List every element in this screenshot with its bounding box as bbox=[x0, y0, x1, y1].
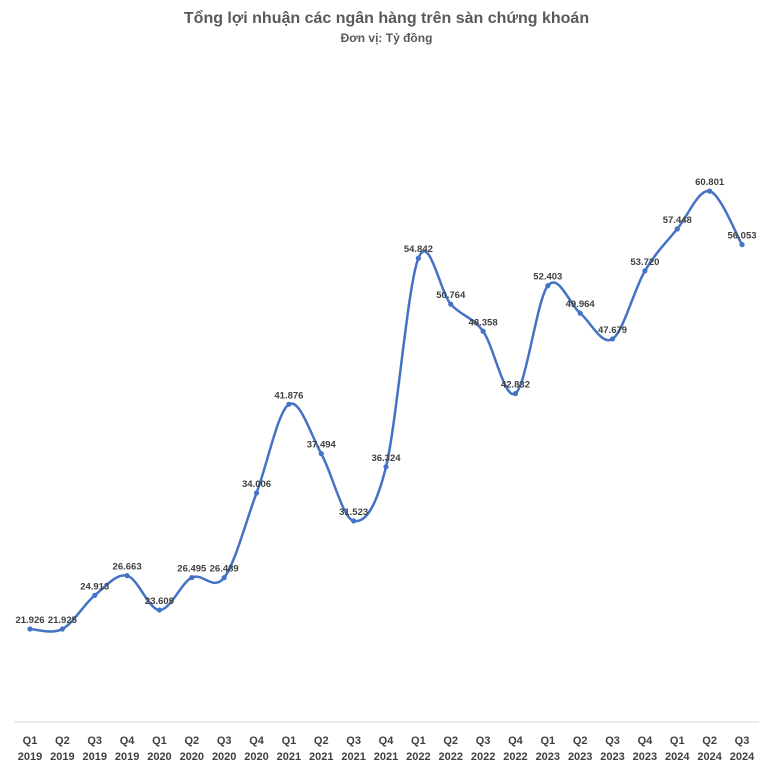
x-tick-label-year-1: 2019 bbox=[18, 751, 42, 763]
x-tick-label-quarter-11: Q3 bbox=[346, 735, 361, 747]
x-tick-label-year-6: 2020 bbox=[180, 751, 204, 763]
x-tick-label-year-3: 2019 bbox=[82, 751, 106, 763]
data-point-19 bbox=[609, 336, 616, 342]
data-point-8 bbox=[253, 490, 260, 496]
x-tick-label-quarter-13: Q1 bbox=[411, 735, 426, 747]
data-point-9 bbox=[286, 401, 292, 407]
x-tick-label-quarter-5: Q1 bbox=[152, 735, 167, 747]
x-tick-label-year-9: 2021 bbox=[277, 751, 301, 763]
x-tick-label-quarter-1: Q1 bbox=[23, 735, 38, 747]
data-label-8: 34.006 bbox=[242, 479, 271, 490]
x-tick-label-year-2: 2019 bbox=[50, 751, 74, 763]
x-tick-label-quarter-16: Q4 bbox=[508, 735, 524, 747]
x-tick-label-quarter-20: Q4 bbox=[638, 735, 654, 747]
data-point-6 bbox=[189, 574, 195, 581]
x-tick-label-year-4: 2019 bbox=[115, 751, 139, 763]
x-tick-label-year-17: 2023 bbox=[536, 751, 560, 763]
x-tick-label-year-5: 2020 bbox=[147, 751, 171, 763]
data-label-22: 60.801 bbox=[695, 177, 725, 188]
data-label-11: 31.523 bbox=[339, 507, 368, 518]
data-point-13 bbox=[415, 255, 421, 261]
data-point-23 bbox=[739, 242, 745, 248]
x-tick-label-year-12: 2021 bbox=[374, 751, 398, 763]
data-point-18 bbox=[577, 310, 583, 316]
x-tick-label-quarter-18: Q2 bbox=[573, 735, 588, 747]
x-tick-label-year-23: 2024 bbox=[730, 751, 755, 763]
x-tick-label-quarter-17: Q1 bbox=[540, 735, 555, 747]
data-label-23: 56.053 bbox=[727, 231, 756, 242]
data-point-10 bbox=[318, 451, 324, 457]
data-point-12 bbox=[383, 464, 389, 470]
x-tick-label-year-11: 2021 bbox=[341, 751, 365, 763]
data-label-9: 41.876 bbox=[274, 390, 303, 401]
x-tick-label-quarter-8: Q4 bbox=[249, 735, 265, 747]
x-tick-label-year-15: 2022 bbox=[471, 751, 495, 763]
x-tick-label-quarter-12: Q4 bbox=[379, 735, 395, 747]
x-tick-label-year-10: 2021 bbox=[309, 751, 333, 763]
x-tick-label-quarter-2: Q2 bbox=[55, 735, 70, 747]
data-label-3: 24.913 bbox=[80, 581, 109, 592]
data-label-13: 54.842 bbox=[404, 244, 433, 255]
data-point-17 bbox=[545, 283, 551, 289]
data-label-16: 42.832 bbox=[501, 380, 530, 391]
x-tick-label-year-19: 2023 bbox=[600, 751, 624, 763]
x-tick-label-year-18: 2023 bbox=[568, 751, 592, 763]
x-tick-label-year-13: 2022 bbox=[406, 751, 430, 763]
x-tick-label-quarter-14: Q2 bbox=[443, 735, 458, 747]
data-point-1 bbox=[27, 626, 33, 632]
data-label-20: 53.720 bbox=[630, 257, 659, 268]
data-point-20 bbox=[642, 268, 648, 274]
x-tick-label-quarter-6: Q2 bbox=[184, 735, 199, 747]
data-point-15 bbox=[480, 328, 486, 334]
data-point-21 bbox=[674, 226, 680, 232]
data-label-6: 26.495 bbox=[177, 564, 207, 575]
data-label-15: 48.358 bbox=[469, 317, 498, 328]
x-tick-label-year-7: 2020 bbox=[212, 751, 236, 763]
x-tick-label-year-22: 2024 bbox=[697, 751, 722, 763]
data-label-7: 26.489 bbox=[210, 564, 239, 575]
data-label-2: 21.925 bbox=[48, 615, 78, 626]
data-point-11 bbox=[351, 518, 357, 524]
x-tick-label-quarter-21: Q1 bbox=[670, 735, 685, 747]
data-label-19: 47.679 bbox=[598, 325, 627, 336]
x-tick-label-quarter-22: Q2 bbox=[702, 735, 717, 747]
data-point-22 bbox=[707, 188, 713, 194]
x-tick-label-quarter-4: Q4 bbox=[120, 735, 136, 747]
data-label-4: 26.663 bbox=[113, 562, 142, 573]
chart-subtitle: Đơn vị: Tỷ đồng bbox=[340, 31, 433, 45]
data-point-5 bbox=[156, 607, 163, 613]
data-point-7 bbox=[221, 575, 227, 581]
data-label-10: 37.494 bbox=[307, 440, 337, 451]
data-point-2 bbox=[59, 626, 65, 632]
chart-title: Tổng lợi nhuận các ngân hàng trên sàn ch… bbox=[183, 10, 590, 27]
data-label-5: 23.609 bbox=[145, 596, 174, 607]
x-tick-label-year-14: 2022 bbox=[438, 751, 462, 763]
x-tick-label-quarter-7: Q3 bbox=[217, 735, 232, 747]
data-label-12: 36.324 bbox=[371, 453, 401, 464]
x-tick-label-year-8: 2020 bbox=[244, 751, 268, 763]
data-label-1: 21.926 bbox=[15, 615, 44, 626]
data-point-3 bbox=[92, 592, 98, 598]
x-tick-label-year-21: 2024 bbox=[665, 751, 690, 763]
x-tick-label-quarter-15: Q3 bbox=[476, 735, 491, 747]
data-label-17: 52.403 bbox=[533, 272, 562, 283]
data-point-14 bbox=[448, 301, 454, 307]
x-tick-label-quarter-3: Q3 bbox=[87, 735, 102, 747]
data-label-18: 49.964 bbox=[566, 299, 596, 310]
x-tick-label-year-16: 2022 bbox=[503, 751, 527, 763]
data-point-16 bbox=[512, 390, 519, 397]
x-tick-label-year-20: 2023 bbox=[633, 751, 657, 763]
x-tick-label-quarter-23: Q3 bbox=[735, 735, 750, 747]
data-point-4 bbox=[124, 573, 130, 579]
x-tick-label-quarter-10: Q2 bbox=[314, 735, 329, 747]
x-tick-label-quarter-9: Q1 bbox=[282, 735, 297, 747]
x-tick-label-quarter-19: Q3 bbox=[605, 735, 620, 747]
data-label-14: 50.764 bbox=[436, 290, 466, 301]
data-label-21: 57.448 bbox=[663, 215, 692, 226]
